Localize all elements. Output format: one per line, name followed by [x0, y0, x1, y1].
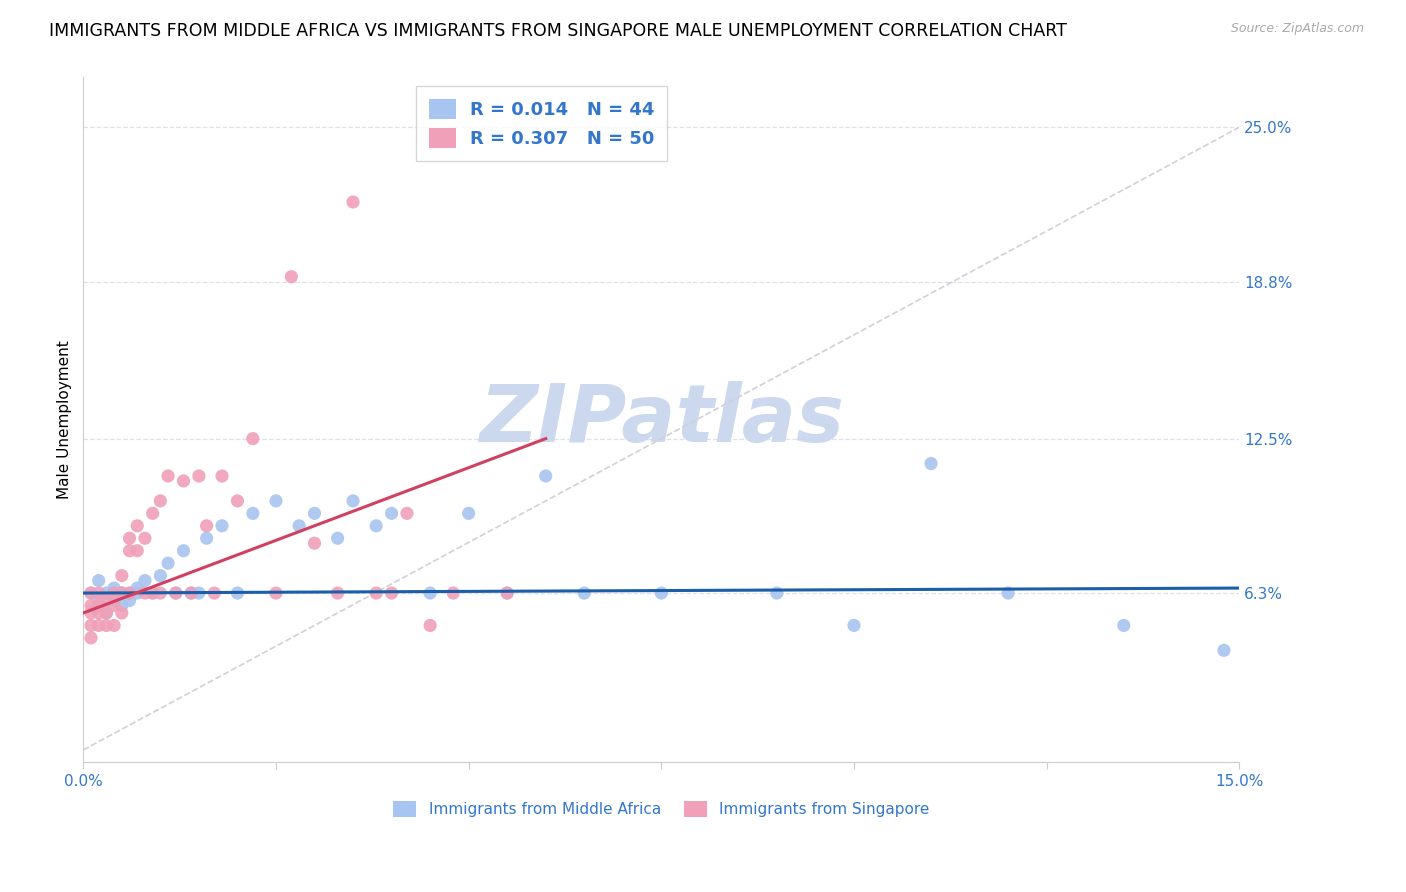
Point [211, 518, 233, 533]
Point [103, 581, 125, 595]
Point [165, 586, 187, 600]
Point [118, 586, 141, 600]
Y-axis label: Male Unemployment: Male Unemployment [58, 341, 72, 500]
Point [457, 506, 479, 520]
Point [202, 586, 225, 600]
Point [381, 506, 404, 520]
Point [118, 586, 141, 600]
Point [87, 586, 110, 600]
Point [149, 568, 172, 582]
Point [366, 586, 388, 600]
Point [142, 586, 165, 600]
Point [142, 506, 165, 520]
Point [87, 599, 110, 613]
Point [226, 494, 249, 508]
Point [304, 536, 326, 550]
Point [842, 618, 865, 632]
Text: IMMIGRANTS FROM MIDDLE AFRICA VS IMMIGRANTS FROM SINGAPORE MALE UNEMPLOYMENT COR: IMMIGRANTS FROM MIDDLE AFRICA VS IMMIGRA… [49, 22, 1067, 40]
Point [1213, 643, 1236, 657]
Point [103, 586, 125, 600]
Point [226, 586, 249, 600]
Point [111, 599, 134, 613]
Point [195, 518, 218, 533]
Point [127, 586, 149, 600]
Point [118, 531, 141, 545]
Point [134, 531, 156, 545]
Point [180, 586, 202, 600]
Point [264, 494, 287, 508]
Point [111, 606, 134, 620]
Point [650, 586, 672, 600]
Point [80, 618, 103, 632]
Point [419, 586, 441, 600]
Point [187, 469, 209, 483]
Point [103, 618, 125, 632]
Point [87, 574, 110, 588]
Legend: Immigrants from Middle Africa, Immigrants from Singapore: Immigrants from Middle Africa, Immigrant… [387, 795, 935, 823]
Point [111, 586, 134, 600]
Point [419, 618, 441, 632]
Point [496, 586, 519, 600]
Point [381, 586, 404, 600]
Point [96, 593, 118, 607]
Point [118, 543, 141, 558]
Point [87, 593, 110, 607]
Point [157, 469, 180, 483]
Point [80, 631, 103, 645]
Point [96, 586, 118, 600]
Point [395, 506, 418, 520]
Point [142, 586, 165, 600]
Point [280, 269, 302, 284]
Point [134, 586, 156, 600]
Point [342, 194, 364, 209]
Point [80, 586, 103, 600]
Text: ZIPatlas: ZIPatlas [479, 381, 844, 459]
Text: Source: ZipAtlas.com: Source: ZipAtlas.com [1230, 22, 1364, 36]
Point [96, 618, 118, 632]
Point [111, 586, 134, 600]
Point [87, 618, 110, 632]
Point [80, 606, 103, 620]
Point [134, 574, 156, 588]
Point [496, 586, 519, 600]
Point [157, 556, 180, 570]
Point [87, 606, 110, 620]
Point [149, 586, 172, 600]
Point [534, 469, 557, 483]
Point [96, 606, 118, 620]
Point [195, 531, 218, 545]
Point [766, 586, 789, 600]
Point [96, 606, 118, 620]
Point [80, 599, 103, 613]
Point [149, 494, 172, 508]
Point [187, 586, 209, 600]
Point [127, 518, 149, 533]
Point [172, 474, 194, 488]
Point [326, 586, 349, 600]
Point [288, 518, 311, 533]
Point [574, 586, 596, 600]
Point [118, 593, 141, 607]
Point [326, 531, 349, 545]
Point [997, 586, 1019, 600]
Point [366, 518, 388, 533]
Point [127, 543, 149, 558]
Point [441, 586, 464, 600]
Point [211, 469, 233, 483]
Point [304, 506, 326, 520]
Point [920, 457, 942, 471]
Point [172, 543, 194, 558]
Point [103, 599, 125, 613]
Point [1112, 618, 1135, 632]
Point [103, 593, 125, 607]
Point [180, 586, 202, 600]
Point [111, 568, 134, 582]
Point [264, 586, 287, 600]
Point [242, 506, 264, 520]
Point [342, 494, 364, 508]
Point [242, 432, 264, 446]
Point [127, 581, 149, 595]
Point [80, 586, 103, 600]
Point [165, 586, 187, 600]
